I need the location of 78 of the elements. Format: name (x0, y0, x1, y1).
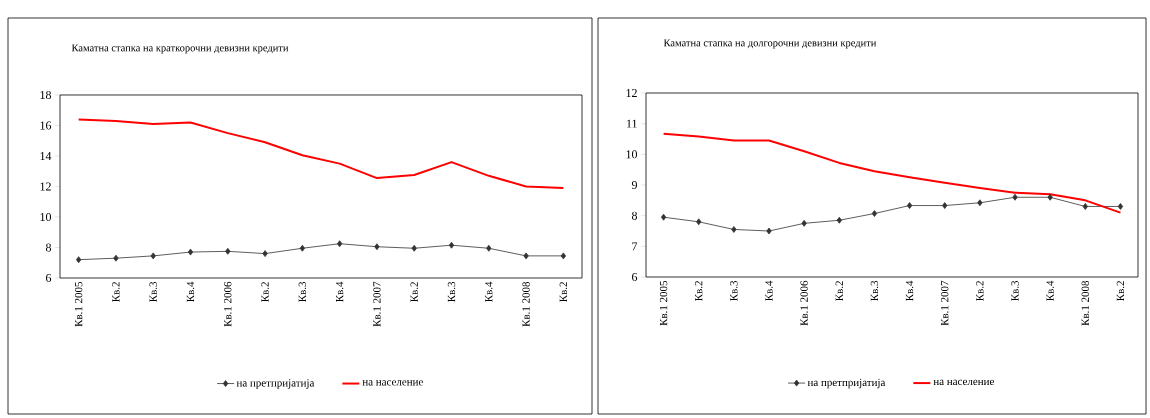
point (448, 241, 455, 249)
point (1117, 203, 1124, 210)
x-tick-label: Кв.4 (485, 281, 493, 302)
x-tick-label: Кв.2 (976, 281, 984, 301)
x-tick-label: Кв.3 (870, 280, 879, 301)
legend-label: на претпријатија (807, 378, 886, 389)
x-tick-label: Кв.2 (835, 281, 843, 301)
point (523, 252, 529, 260)
x-tick-label: Кв.1 2008 (522, 281, 530, 327)
point (560, 252, 567, 260)
point (766, 227, 772, 235)
point (150, 252, 156, 260)
x-tick-label: Кв.2 (410, 282, 418, 302)
legend-label: на население (362, 380, 423, 386)
point (225, 247, 231, 255)
y-tick-label: 10 (40, 212, 52, 222)
x-tick-label: Кв.3 (447, 281, 456, 302)
point (836, 216, 842, 224)
x-tick-label: Кв.3 (1011, 280, 1019, 301)
point (977, 199, 983, 207)
y-tick-label: 7 (632, 242, 638, 251)
legend-label: на претпријатија (236, 379, 315, 389)
point (696, 218, 702, 226)
chart-title: Каматна стапка на краткорочни девизни кредити (71, 44, 289, 54)
x-tick-label: Кв.4 (1046, 280, 1054, 301)
x-tick-label: Кв.3 (149, 281, 157, 302)
line-series (662, 132, 1122, 214)
y-tick-label: 16 (40, 121, 52, 130)
x-tick-label: Кв.4 (905, 280, 914, 301)
point (801, 219, 807, 227)
point (1047, 193, 1053, 201)
point (262, 250, 268, 257)
x-tick-label: Кв.1 2006 (800, 280, 808, 326)
x-tick-label: Кв.4 (765, 280, 773, 301)
y-tick-label: 6 (632, 272, 638, 282)
x-tick-label: Кв.4 (186, 281, 195, 302)
point (299, 244, 306, 252)
y-tick-label: 9 (631, 180, 637, 190)
point (871, 210, 878, 217)
y-tick-label: 12 (626, 89, 637, 97)
x-tick-label: Кв.1 2007 (373, 281, 381, 327)
chart-title: Каматна стапка на долгорочни девизни кредити (663, 39, 877, 49)
point (660, 213, 667, 221)
point (411, 244, 417, 252)
point (1082, 203, 1088, 210)
x-tick-label: Кв.2 (559, 282, 568, 302)
point (374, 243, 380, 251)
x-tick-label: Кв.1 2005 (74, 281, 83, 327)
y-tick-label: 10 (626, 150, 638, 159)
point (75, 256, 82, 264)
point (337, 240, 343, 248)
y-tick-label: 14 (40, 152, 52, 160)
y-tick-label: 11 (627, 119, 637, 128)
point (113, 254, 119, 262)
x-tick-label: Кв.4 (335, 281, 344, 302)
y-tick-label: 6 (46, 273, 52, 283)
line-series (77, 118, 565, 190)
y-tick-label: 8 (631, 211, 638, 220)
x-tick-label: Кв.1 2008 (1081, 280, 1090, 326)
x-tick-label: Кв.2 (261, 282, 269, 302)
x-tick-label: Кв.2 (112, 282, 120, 302)
y-tick-label: 12 (40, 182, 51, 191)
x-tick-label: Кв.1 2007 (941, 280, 949, 326)
x-tick-label: Кв.3 (730, 280, 738, 301)
x-tick-label: Кв.2 (695, 281, 703, 301)
point (187, 248, 194, 256)
y-tick-label: 18 (40, 90, 52, 100)
point (486, 244, 492, 252)
point (906, 202, 913, 209)
x-tick-label: Кв.2 (1116, 281, 1125, 301)
legend-label: на население (933, 379, 994, 386)
x-tick-label: Кв.1 2006 (224, 281, 232, 327)
x-tick-label: Кв.3 (298, 281, 307, 302)
point (1012, 193, 1018, 201)
point (942, 202, 948, 209)
y-tick-label: 8 (45, 243, 52, 252)
point (731, 226, 737, 233)
x-tick-label: Кв.1 2005 (659, 280, 668, 326)
